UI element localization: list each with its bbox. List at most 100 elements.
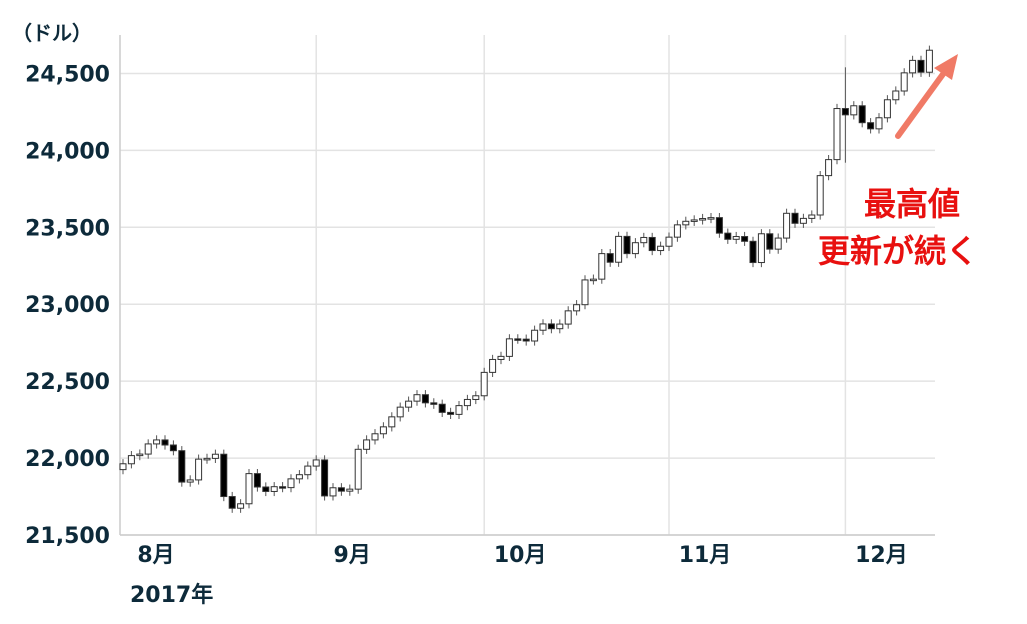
candle-body bbox=[917, 59, 925, 73]
candle-body bbox=[900, 72, 908, 92]
candle-body bbox=[119, 463, 127, 471]
candle-body bbox=[715, 217, 723, 234]
candle-body bbox=[245, 473, 253, 505]
candle-body bbox=[211, 453, 219, 459]
candle-body bbox=[455, 405, 463, 415]
candle-body bbox=[220, 453, 228, 498]
y-tick-label: 22,000 bbox=[25, 447, 110, 472]
candle-body bbox=[253, 473, 261, 488]
candle-body bbox=[783, 212, 791, 239]
candle-body bbox=[850, 105, 858, 116]
x-tick-label: 12月 bbox=[855, 543, 908, 568]
candle-body bbox=[497, 355, 505, 360]
candle-body bbox=[833, 108, 841, 161]
candle-body bbox=[405, 400, 413, 408]
candle-body bbox=[522, 338, 530, 342]
candle-body bbox=[421, 394, 429, 404]
candle-body bbox=[631, 242, 639, 255]
candle-body bbox=[690, 219, 698, 222]
candle-body bbox=[615, 235, 623, 263]
candle-body bbox=[699, 218, 707, 221]
annotation: 最高値 bbox=[864, 185, 960, 223]
candle-body bbox=[153, 439, 161, 445]
candle-body bbox=[388, 416, 396, 428]
candle-body bbox=[379, 426, 387, 435]
candle-body bbox=[682, 220, 690, 226]
arrow-head bbox=[934, 54, 958, 80]
candle-body bbox=[279, 486, 287, 489]
candle-body bbox=[161, 439, 169, 446]
candle-body bbox=[312, 459, 320, 467]
candle-body bbox=[237, 503, 245, 509]
candle-body bbox=[287, 478, 295, 489]
candle-body bbox=[531, 329, 539, 342]
candle-body bbox=[791, 212, 799, 224]
candle-body bbox=[354, 448, 362, 490]
candle-body bbox=[270, 486, 278, 492]
candle-body bbox=[825, 159, 833, 177]
candle-body bbox=[757, 233, 765, 264]
x-tick-label: 8月 bbox=[137, 543, 174, 568]
candle-body bbox=[514, 338, 522, 341]
y-tick-label: 24,500 bbox=[25, 62, 110, 87]
candle-body bbox=[228, 496, 236, 509]
candle-body bbox=[606, 253, 614, 263]
year-label: 2017年 bbox=[130, 582, 213, 608]
candle-body bbox=[749, 240, 757, 264]
candle-body bbox=[892, 90, 900, 101]
y-tick-label: 21,500 bbox=[25, 524, 110, 549]
candle-body bbox=[673, 224, 681, 238]
y-unit: （ドル） bbox=[12, 21, 92, 45]
candle-body bbox=[573, 304, 581, 312]
candle-body bbox=[867, 122, 875, 130]
x-tick-label: 9月 bbox=[334, 543, 371, 568]
candle-body bbox=[556, 323, 564, 330]
candle-body bbox=[774, 237, 782, 250]
candle-body bbox=[589, 278, 597, 282]
candle-body bbox=[430, 402, 438, 405]
candle-body bbox=[472, 395, 480, 400]
candle-body bbox=[799, 217, 807, 224]
candle-body bbox=[321, 459, 329, 497]
candle-body bbox=[203, 457, 211, 461]
candle-body bbox=[741, 236, 749, 242]
y-tick-label: 23,500 bbox=[25, 216, 110, 241]
candle-body bbox=[598, 253, 606, 280]
candle-body bbox=[438, 403, 446, 413]
candle-body bbox=[816, 175, 824, 216]
candle-body bbox=[657, 245, 665, 252]
candle-body bbox=[136, 453, 144, 457]
candle-body bbox=[858, 105, 866, 124]
candle-body bbox=[732, 236, 740, 240]
annotation: 更新が続く bbox=[818, 232, 978, 270]
arrow-shaft bbox=[895, 67, 949, 139]
candle-body bbox=[337, 487, 345, 492]
candle-body bbox=[447, 411, 455, 415]
candle-body bbox=[841, 108, 849, 116]
candle-body bbox=[413, 394, 421, 402]
candle-body bbox=[304, 465, 312, 476]
candle-body bbox=[640, 236, 648, 244]
candle-body bbox=[766, 233, 774, 250]
candle-body bbox=[295, 474, 303, 480]
candle-body bbox=[564, 310, 572, 325]
candle-body bbox=[648, 236, 656, 252]
candle-body bbox=[195, 458, 203, 481]
grid bbox=[120, 35, 935, 536]
candle-body bbox=[883, 99, 891, 119]
candle-body bbox=[665, 236, 673, 247]
candle-body bbox=[371, 433, 379, 441]
candle-body bbox=[169, 444, 177, 452]
candle-body bbox=[707, 217, 715, 220]
candle-body bbox=[505, 338, 513, 357]
candle-body bbox=[186, 479, 194, 483]
candle-body bbox=[724, 232, 732, 240]
candle-body bbox=[463, 398, 471, 407]
candle-body bbox=[808, 214, 816, 219]
y-tick-label: 22,500 bbox=[25, 370, 110, 395]
candle-body bbox=[925, 49, 933, 73]
candle-body bbox=[178, 450, 186, 483]
candle-body bbox=[547, 323, 555, 330]
candle-body bbox=[875, 117, 883, 130]
